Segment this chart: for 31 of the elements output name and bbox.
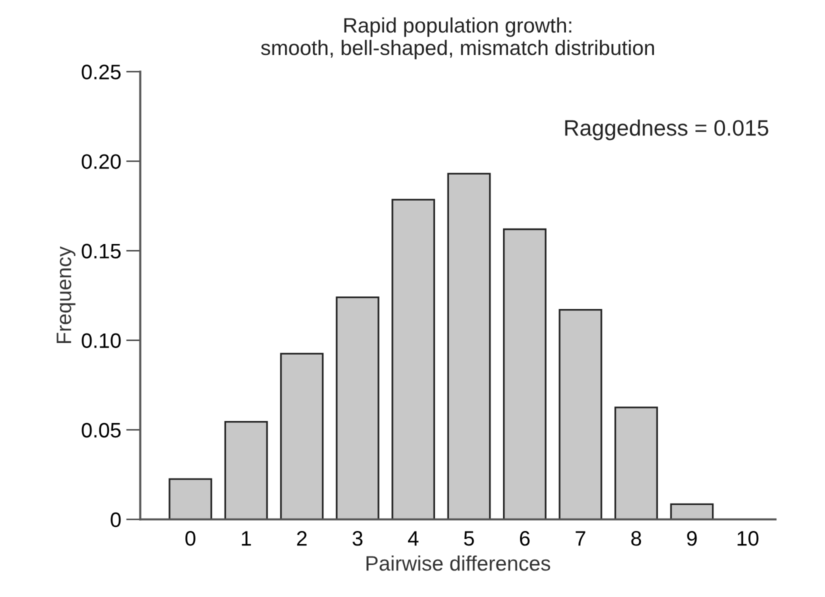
x-tick-label: 9 [687, 531, 697, 546]
bar [503, 228, 546, 520]
x-tick-label: 5 [464, 531, 474, 546]
x-tick-label: 3 [352, 531, 362, 546]
x-tick-label: 4 [408, 531, 418, 546]
x-tick-label: 6 [520, 531, 530, 546]
x-tick-label: 1 [242, 531, 251, 546]
x-tick-label: 7 [576, 531, 586, 546]
bar [614, 406, 658, 520]
x-tick-label: 0 [185, 531, 196, 546]
bar [447, 172, 491, 520]
bar [336, 296, 380, 520]
bar [392, 198, 436, 520]
y-tick-label: 0.05 [82, 422, 121, 438]
x-tick-label: 10 [738, 531, 758, 546]
y-axis-title: Frequency [56, 246, 76, 344]
bar [670, 503, 714, 520]
y-tick-label: 0.10 [82, 333, 121, 348]
x-tick-label: 2 [297, 531, 307, 546]
y-tick-label: 0 [110, 512, 121, 528]
chart-title: Rapid population growth: smooth, bell-shaped, mismatch distribution [261, 17, 654, 60]
x-axis-title: Pairwise differences [366, 555, 550, 571]
x-tick-label: 8 [631, 531, 642, 546]
y-tick-label: 0.20 [82, 154, 121, 169]
bar [224, 420, 268, 520]
y-tick-label: 0.15 [82, 244, 121, 258]
bar [280, 352, 324, 520]
bar [558, 309, 602, 520]
bar [168, 478, 212, 520]
y-tick-label: 0.25 [82, 64, 121, 80]
annotation: Raggedness = 0.015 [565, 119, 768, 140]
